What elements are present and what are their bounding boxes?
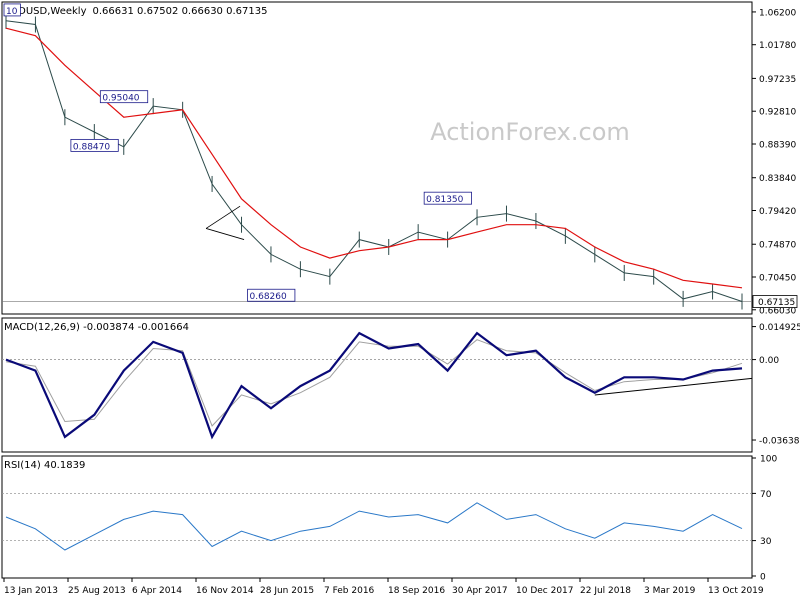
x-tick-label: 13 Oct 2019: [708, 586, 764, 596]
macd-panel-frame: [1, 317, 753, 453]
price-annotation-box: [99, 90, 149, 104]
price-annotation-box: [423, 191, 472, 205]
x-tick-label: 10 Dec 2017: [516, 586, 574, 596]
watermark: ActionForex.com: [430, 118, 630, 146]
price-tick-label: 0.70450: [759, 274, 796, 284]
price-annotation-label: 0.88470: [73, 142, 110, 152]
x-tick-label: 3 Mar 2019: [644, 586, 696, 596]
x-tick-label: 30 Apr 2017: [452, 586, 508, 596]
x-tick-label: 16 Nov 2014: [196, 586, 254, 596]
price-annotations: 10 0.88470 0.95040 0.68260 0.81350: [3, 3, 472, 302]
price-tick-label: 1.01780: [759, 41, 796, 51]
price-tick-label: 0.66030: [759, 306, 796, 316]
x-tick-label: 13 Jan 2013: [4, 586, 58, 596]
x-tick-label: 7 Feb 2016: [324, 586, 375, 596]
moving-average-line: [5, 27, 743, 289]
rsi-tick-label: 100: [760, 455, 777, 465]
price-annotation-label: 0.68260: [250, 292, 287, 302]
rsi-title: RSI(14) 40.1839: [4, 460, 85, 471]
rsi-panel-frame: [1, 455, 753, 579]
chart-ohlc: 0.66631 0.67502 0.66630 0.67135: [93, 6, 268, 17]
last-price-label: 0.67135: [758, 298, 795, 308]
macd-trendline: [594, 377, 753, 396]
price-tick-label: 1.06200: [759, 8, 796, 18]
x-tick-label: 18 Sep 2016: [388, 586, 445, 596]
price-tick-label: 0.88390: [759, 140, 796, 150]
price-tick-label: 0.92810: [759, 108, 796, 118]
x-tick-label: 25 Aug 2013: [68, 586, 126, 596]
rsi-tick-label: 30: [760, 537, 772, 547]
macd-tick-label: 0.00: [759, 356, 779, 366]
chart-symbol: AUDUSD,Weekly: [4, 6, 87, 17]
macd-series: [2, 331, 753, 440]
rsi-line: [5, 502, 743, 551]
wedge-lines: [205, 205, 245, 240]
chart-title: AUDUSD,Weekly 0.66631 0.67502 0.66630 0.6…: [4, 6, 267, 17]
price-series: [2, 12, 752, 310]
rsi-tick-label: 70: [760, 490, 772, 500]
price-tick-label: 0.83840: [759, 174, 796, 184]
rsi-tick-label: 0: [760, 573, 766, 583]
x-tick-label: 6 Apr 2014: [132, 586, 182, 596]
price-panel-frame: [1, 1, 753, 315]
macd-main-line: [5, 331, 743, 440]
price-annotation-box: [70, 138, 119, 152]
price-close-line: [5, 20, 743, 302]
price-annotation-label: 0.81350: [426, 195, 463, 205]
macd-title: MACD(12,26,9) -0.003874 -0.001664: [4, 322, 189, 333]
macd-tick-label: 0.014925: [759, 323, 800, 333]
price-annotation-label: 10: [6, 7, 18, 17]
x-tick-label: 22 Jul 2018: [580, 586, 631, 596]
x-tick-label: 28 Jun 2015: [260, 586, 314, 596]
y-axis-labels: 1.06200 1.01780 0.97235 0.92810 0.88390 0.838…: [752, 8, 800, 583]
rsi-series: [2, 492, 752, 551]
x-axis-labels: 13 Jan 2013 25 Aug 2013 6 Apr 2014 16 Nov 2…: [3, 578, 764, 596]
macd-tick-label: -0.036389: [759, 437, 800, 447]
last-price-box: [752, 295, 798, 308]
price-tick-label: 0.79420: [759, 207, 796, 217]
price-tick-label: 0.74870: [759, 241, 796, 251]
price-annotation-box: [247, 288, 296, 302]
price-annotation-label: 0.95040: [102, 94, 139, 104]
price-annotation-box: [3, 3, 21, 17]
macd-signal-line: [5, 339, 743, 427]
price-tick-label: 0.97235: [759, 75, 796, 85]
